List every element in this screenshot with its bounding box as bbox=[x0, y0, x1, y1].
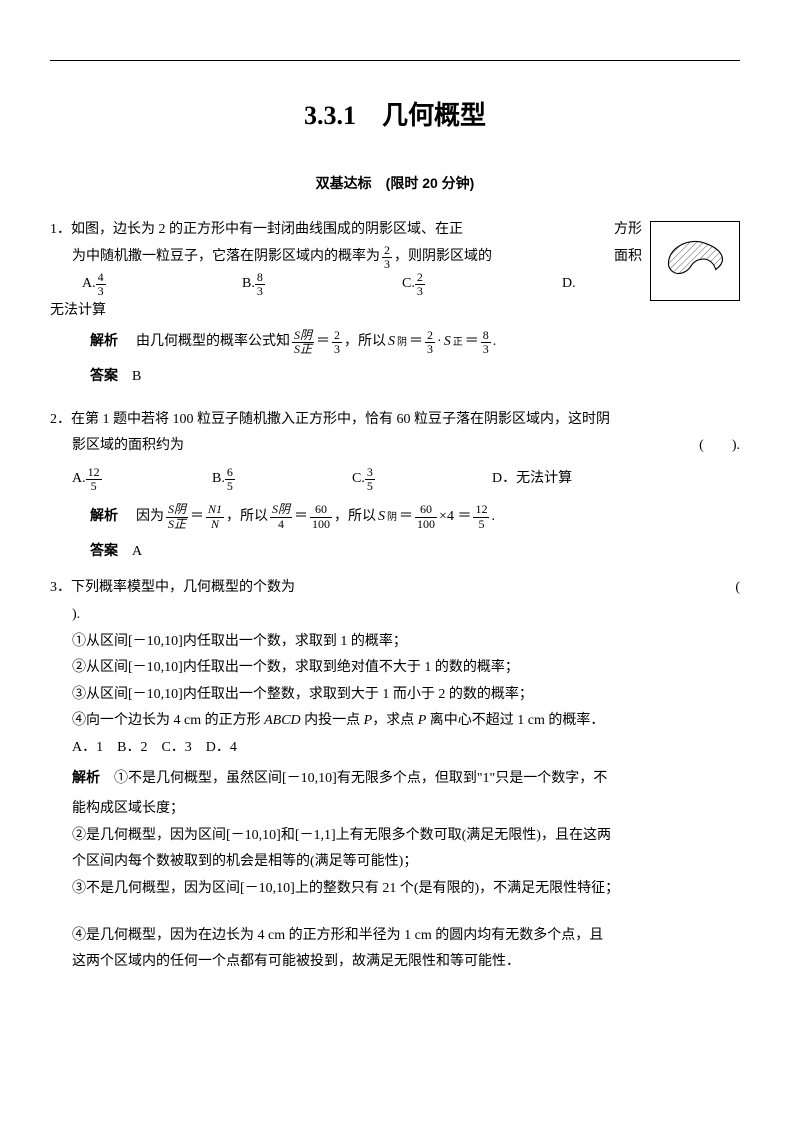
q2-options: A.125 B.65 C.35 D．无法计算 bbox=[72, 466, 740, 493]
q2-exp-label: 解析 bbox=[90, 504, 118, 531]
page-title: 3.3.1 几何概型 bbox=[50, 91, 740, 140]
q3-exp-label: 解析 bbox=[72, 771, 100, 786]
q1-opts-line1: A.43 B.83 C.23 D. bbox=[50, 271, 642, 298]
q1-exp-f1: S阴S正 bbox=[292, 329, 314, 356]
q1-ans-label: 答案 bbox=[90, 369, 118, 384]
q1-opt-a-frac: 43 bbox=[96, 271, 106, 298]
q1-line1: 1．如图，边长为 2 的正方形中有一封闭曲线围成的阴影区域、在正 方形 bbox=[50, 217, 740, 244]
q1-stem-b-post: ，则阴影区域的 bbox=[394, 244, 492, 271]
q1-figure bbox=[650, 221, 740, 301]
q3-exp4: ④是几何概型，因为在边长为 4 cm 的正方形和半径为 1 cm 的圆内均有无数… bbox=[50, 923, 740, 950]
q1-opt-b-frac: 83 bbox=[255, 271, 265, 298]
q1-exp-f4: 83 bbox=[481, 329, 491, 356]
question-3: 3．下列概率模型中，几何概型的个数为 ( ). ①从区间[－10,10]内任取出一… bbox=[50, 575, 740, 975]
subtitle: 双基达标 (限时 20 分钟) bbox=[50, 170, 740, 197]
q1-opt-c: C.23 bbox=[402, 271, 562, 298]
question-2: 2．在第 1 题中若将 100 粒豆子随机撒入正方形中，恰有 60 粒豆子落在阴… bbox=[50, 407, 740, 566]
q1-answer: 答案 B bbox=[50, 364, 740, 391]
q2-number: 2． bbox=[50, 407, 71, 434]
q1-stem-a: 如图，边长为 2 的正方形中有一封闭曲线围成的阴影区域、在正 bbox=[71, 222, 463, 237]
q1-opt-c-frac: 23 bbox=[415, 271, 425, 298]
q2-line1: 2．在第 1 题中若将 100 粒豆子随机撒入正方形中，恰有 60 粒豆子落在阴… bbox=[50, 407, 740, 434]
q1-bottom: 无法计算 bbox=[50, 303, 106, 318]
q3-exp1: 解析 ①不是几何概型，虽然区间[－10,10]有无限多个点，但取到"1"只是一个… bbox=[50, 766, 740, 793]
q3-paren-close: ). bbox=[50, 602, 740, 629]
q3-li2: ②从区间[－10,10]内任取出一个数，求取到绝对值不大于 1 的数的概率； bbox=[50, 655, 740, 682]
blob-icon bbox=[657, 228, 733, 294]
q2-explain: 解析 因为 S阴S正 ＝ N1N ，所以 S阴4 ＝ 60100 ，所以 S 阴… bbox=[50, 503, 495, 530]
q1-line2-main: 为中随机撒一粒豆子，它落在阴影区域内的概率为 23 ，则阴影区域的 bbox=[72, 244, 492, 271]
q2-opt-d: D．无法计算 bbox=[492, 466, 572, 493]
q1-opt-d: D. bbox=[562, 271, 576, 298]
q2-paren: ( ). bbox=[699, 433, 740, 460]
subtitle-bold: 双基达标 bbox=[316, 175, 372, 191]
q1-number: 1． bbox=[50, 217, 71, 244]
q3-stem: 下列概率模型中，几何概型的个数为 bbox=[71, 580, 295, 595]
q1-opt-a: A.43 bbox=[82, 271, 242, 298]
q3-opts: A．1 B．2 C．3 D．4 bbox=[50, 735, 740, 762]
q3-exp4b: 这两个区域内的任何一个点都有可能被投到，故满足无限性和等可能性． bbox=[50, 949, 740, 976]
q3-exp2b: 个区间内每个数被取到的机会是相等的(满足等可能性)； bbox=[50, 849, 740, 876]
q2-stem-a: 在第 1 题中若将 100 粒豆子随机撒入正方形中，恰有 60 粒豆子落在阴影区… bbox=[71, 412, 610, 427]
q3-exp2: ②是几何概型，因为区间[－10,10]和[－1,1]上有无限多个数可取(满足无限… bbox=[50, 823, 740, 850]
q3-exp3: ③不是几何概型，因为区间[－10,10]上的整数只有 21 个(是有限的)，不满… bbox=[50, 876, 740, 903]
q1-opts-line2: 无法计算 bbox=[50, 298, 740, 325]
q2-opt-a: A.125 bbox=[72, 466, 212, 493]
subtitle-tail: (限时 20 分钟) bbox=[372, 175, 475, 191]
q3-li1: ①从区间[－10,10]内任取出一个数，求取到 1 的概率； bbox=[50, 629, 740, 656]
q1-stem-b-pre: 中随机撒一粒豆子，它落在阴影区域内的概率为 bbox=[86, 249, 380, 264]
question-1: 1．如图，边长为 2 的正方形中有一封闭曲线围成的阴影区域、在正 方形 为中随机… bbox=[50, 217, 740, 401]
q3-li4: ④向一个边长为 4 cm 的正方形 ABCD 内投一点 P，求点 P 离中心不超… bbox=[50, 708, 740, 735]
q1-stem-c-inline: 为 bbox=[72, 249, 86, 264]
q2-answer: 答案 A bbox=[50, 539, 740, 566]
q3-number: 3． bbox=[50, 575, 71, 602]
q2-opt-c: C.35 bbox=[352, 466, 492, 493]
q3-exp1b: 能构成区域长度； bbox=[50, 796, 740, 823]
q1-exp-f3: 23 bbox=[425, 329, 435, 356]
q1-tail-b: 面积 bbox=[614, 244, 642, 271]
q1-opt-b: B.83 bbox=[242, 271, 402, 298]
q1-ans: B bbox=[132, 369, 141, 384]
q1-exp-pre: 由几何概型的概率公式知 bbox=[136, 329, 290, 356]
q2-line2: 影区域的面积约为 ( ). bbox=[50, 433, 740, 460]
q2-opt-b: B.65 bbox=[212, 466, 352, 493]
q1-exp-label: 解析 bbox=[90, 329, 118, 356]
q1-exp-f2: 23 bbox=[332, 329, 342, 356]
q3-paren-open: ( bbox=[735, 575, 740, 602]
q1-prob-frac: 23 bbox=[382, 244, 392, 271]
q1-tail-a: 方形 bbox=[614, 217, 642, 244]
q2-stem-b: 影区域的面积约为 bbox=[72, 438, 184, 453]
q3-li3: ③从区间[－10,10]内任取出一个整数，求取到大于 1 而小于 2 的数的概率… bbox=[50, 682, 740, 709]
q1-stem-b-left: 为中随机撒一粒豆子，它落在阴影区域内的概率为 bbox=[72, 244, 380, 271]
q1-explain: 解析 由几何概型的概率公式知 S阴S正 ＝ 23 ，所以 S 阴 ＝ 23 · … bbox=[50, 329, 496, 356]
q3-line1: 3．下列概率模型中，几何概型的个数为 ( bbox=[50, 575, 740, 602]
q2-ans-label: 答案 bbox=[90, 544, 118, 559]
top-rule bbox=[50, 60, 740, 61]
q2-ans: A bbox=[132, 544, 142, 559]
q1-line2: 为中随机撒一粒豆子，它落在阴影区域内的概率为 23 ，则阴影区域的 面积 bbox=[50, 244, 642, 271]
